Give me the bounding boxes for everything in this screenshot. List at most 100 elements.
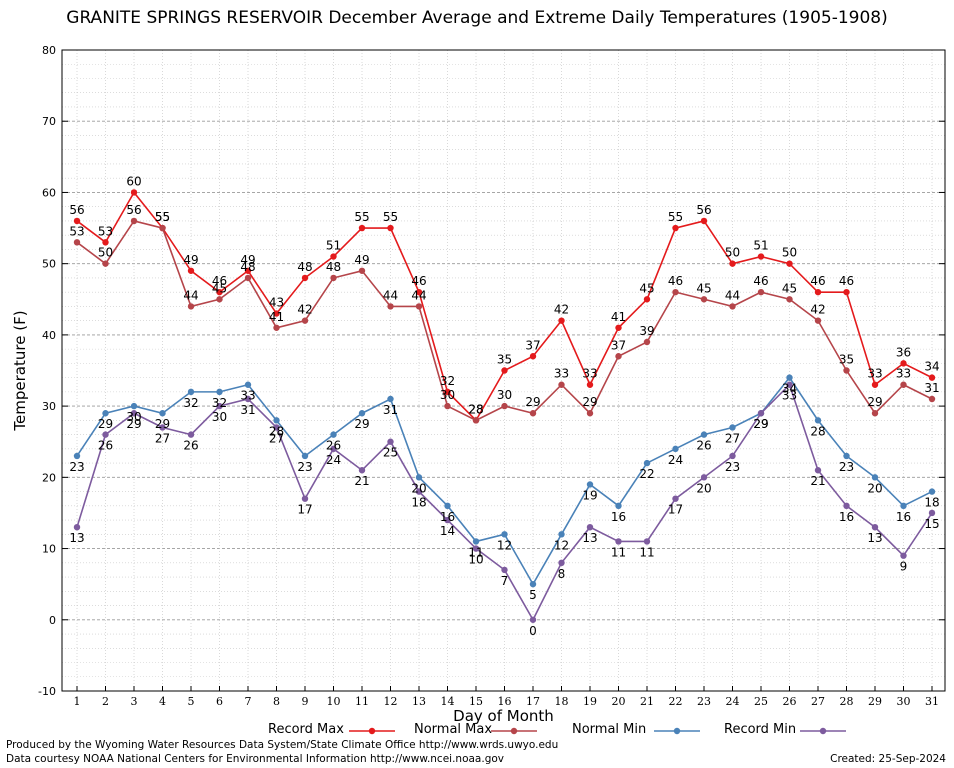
- data-label-normal-max: 41: [269, 310, 284, 324]
- point-record-max: [615, 324, 622, 331]
- data-label-normal-max: 45: [212, 281, 227, 295]
- point-record-min: [358, 467, 366, 474]
- data-label-record-min: 13: [867, 531, 882, 545]
- credit-noaa: Data courtesy NOAA National Centers for …: [6, 753, 505, 765]
- data-label-normal-min: 26: [326, 439, 341, 453]
- point-normal-min: [387, 395, 394, 403]
- data-label-record-max: 51: [753, 239, 768, 253]
- y-tick-label: 30: [42, 400, 56, 413]
- point-normal-max: [273, 324, 280, 331]
- x-tick-label: 21: [640, 695, 654, 708]
- point-record-min: [615, 538, 622, 545]
- data-label-record-min: 16: [839, 510, 854, 524]
- point-normal-min: [700, 431, 708, 438]
- data-label-record-min: 29: [126, 417, 141, 431]
- data-label-normal-max: 35: [839, 353, 854, 367]
- data-label-record-max: 45: [639, 281, 654, 295]
- point-normal-min: [615, 502, 622, 510]
- point-normal-max: [586, 410, 594, 417]
- point-normal-max: [159, 224, 166, 232]
- data-label-normal-max: 42: [810, 303, 825, 317]
- point-normal-max: [672, 288, 679, 296]
- x-tick-label: 20: [612, 695, 626, 708]
- point-record-max: [187, 267, 195, 274]
- point-normal-min: [501, 531, 508, 538]
- x-tick-label: 12: [384, 695, 398, 708]
- data-label-record-max: 55: [155, 210, 170, 224]
- point-record-max: [330, 253, 337, 260]
- legend-item-record-max: Record Max: [268, 722, 344, 737]
- data-label-record-min: 27: [155, 431, 170, 445]
- data-label-normal-max: 29: [867, 395, 882, 409]
- point-record-max: [529, 353, 537, 360]
- data-label-normal-min: 28: [810, 424, 825, 438]
- data-label-record-min: 21: [810, 474, 825, 488]
- point-normal-min: [928, 488, 936, 495]
- data-label-normal-min: 22: [639, 467, 654, 481]
- point-record-min: [102, 431, 109, 438]
- data-label-record-min: 25: [383, 446, 398, 460]
- data-label-normal-min: 30: [126, 410, 141, 424]
- point-record-max: [301, 274, 309, 282]
- data-label-record-max: 34: [924, 360, 939, 374]
- data-label-normal-max: 45: [782, 281, 797, 295]
- data-label-normal-max: 49: [354, 253, 369, 267]
- point-normal-max: [415, 303, 423, 310]
- point-record-min: [444, 516, 451, 524]
- data-label-record-min: 8: [558, 567, 566, 581]
- point-record-max: [729, 260, 736, 267]
- point-record-min: [786, 381, 793, 388]
- point-record-max: [672, 224, 679, 232]
- point-normal-max: [871, 410, 879, 417]
- data-label-record-max: 55: [354, 210, 369, 224]
- chart-title: GRANITE SPRINGS RESERVOIR December Avera…: [66, 8, 888, 28]
- point-normal-max: [900, 381, 907, 388]
- point-normal-max: [301, 317, 309, 324]
- data-label-normal-min: 29: [354, 417, 369, 431]
- point-record-min: [900, 552, 907, 559]
- data-label-normal-min: 20: [867, 481, 882, 495]
- point-normal-min: [729, 424, 736, 431]
- data-label-record-max: 46: [212, 274, 227, 288]
- data-label-normal-max: 44: [411, 288, 426, 302]
- data-label-normal-min: 24: [668, 453, 683, 467]
- y-tick-label: 50: [42, 258, 56, 271]
- data-label-normal-min: 31: [383, 403, 398, 417]
- point-normal-max: [615, 353, 622, 360]
- x-tick-label: 17: [526, 695, 540, 708]
- data-label-normal-max: 53: [69, 224, 84, 238]
- data-label-record-min: 27: [269, 431, 284, 445]
- data-label-record-min: 33: [782, 389, 797, 403]
- point-record-min: [301, 495, 309, 502]
- point-normal-min: [586, 481, 594, 488]
- point-normal-max: [244, 274, 252, 282]
- point-record-min: [472, 545, 480, 552]
- x-tick-label: 7: [245, 695, 252, 708]
- point-record-max: [273, 310, 280, 317]
- data-label-normal-min: 16: [440, 510, 455, 524]
- point-record-min: [700, 474, 708, 481]
- y-tick-label: 10: [42, 543, 56, 556]
- data-label-normal-max: 56: [126, 203, 141, 217]
- point-normal-max: [786, 296, 793, 303]
- point-normal-max: [130, 217, 138, 225]
- point-normal-min: [159, 410, 166, 417]
- data-label-record-max: 49: [240, 253, 255, 267]
- point-normal-max: [358, 267, 366, 274]
- point-record-min: [330, 445, 337, 453]
- point-record-min: [159, 424, 166, 431]
- point-record-max: [102, 239, 109, 246]
- data-label-record-max: 55: [383, 210, 398, 224]
- point-normal-min: [558, 531, 565, 538]
- point-record-max: [73, 217, 81, 225]
- point-record-min: [729, 452, 736, 460]
- point-record-max: [786, 260, 793, 267]
- legend-item-normal-min: Normal Min: [572, 722, 647, 737]
- data-label-normal-min: 12: [497, 538, 512, 552]
- x-tick-label: 23: [697, 695, 711, 708]
- legend-marker-record-min: [819, 727, 827, 735]
- data-label-normal-min: 34: [782, 382, 797, 396]
- data-label-normal-max: 55: [155, 210, 170, 224]
- x-tick-label: 8: [273, 695, 280, 708]
- x-tick-label: 15: [469, 695, 483, 708]
